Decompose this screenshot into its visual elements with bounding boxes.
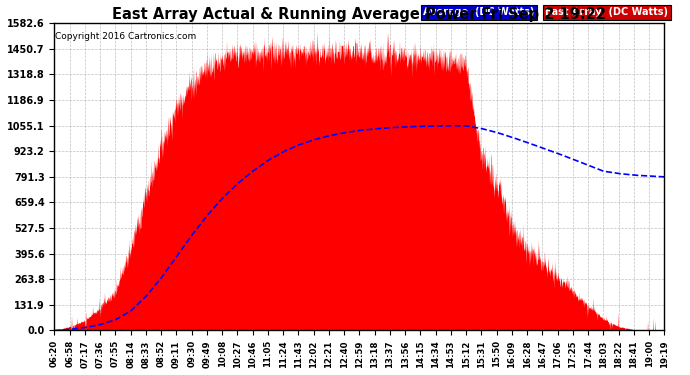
Text: East Array  (DC Watts): East Array (DC Watts) (545, 8, 669, 17)
Text: Average  (DC Watts): Average (DC Watts) (424, 8, 535, 17)
Text: Copyright 2016 Cartronics.com: Copyright 2016 Cartronics.com (55, 32, 196, 41)
Title: East Array Actual & Running Average Power Fri Sep 2 19:22: East Array Actual & Running Average Powe… (112, 7, 607, 22)
